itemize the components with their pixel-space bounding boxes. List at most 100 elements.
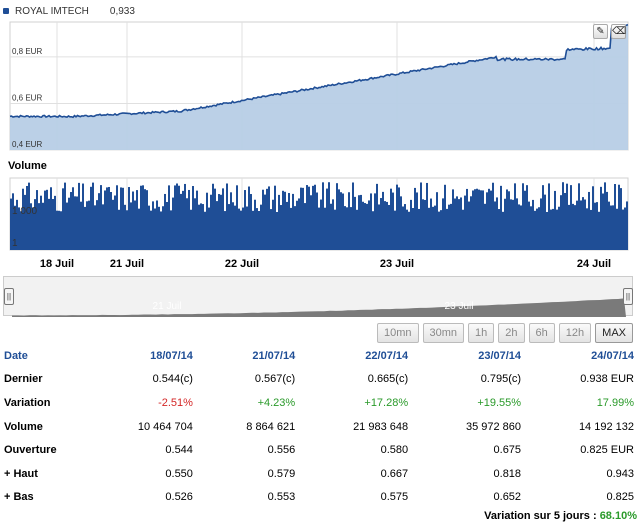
volume-bar (584, 199, 586, 250)
table-cell: +4.23% (257, 396, 296, 409)
volume-bar (408, 211, 410, 250)
pencil-icon[interactable]: ✎ (593, 24, 608, 39)
range-2h-button[interactable]: 2h (498, 323, 525, 343)
eraser-icon[interactable]: ⌫ (611, 24, 627, 39)
volume-bar (396, 184, 398, 250)
volume-bar (598, 211, 600, 250)
volume-bar (252, 210, 254, 250)
table-cell: 0.665(c) (367, 373, 409, 386)
navigator[interactable]: 21 Juil 23 Juil || || (3, 276, 633, 317)
volume-bar (18, 207, 20, 250)
volume-bar (626, 201, 628, 250)
volume-bar (406, 209, 408, 250)
row-label: + Haut (4, 467, 38, 480)
table-cell: 0.675 (493, 444, 522, 457)
volume-bar (622, 209, 624, 250)
range-6h-button[interactable]: 6h (528, 323, 555, 343)
volume-bar (32, 207, 34, 250)
volume-bar (336, 183, 338, 250)
table-cell: 10 464 704 (137, 420, 193, 433)
volume-bar (438, 211, 440, 250)
volume-bar (318, 207, 320, 250)
volume-bar (582, 197, 584, 250)
volume-bar (238, 208, 240, 250)
volume-bar (190, 209, 192, 250)
table-cell: 0.579 (267, 467, 296, 480)
volume-bar (130, 202, 132, 250)
volume-bar (254, 199, 256, 250)
volume-bar (58, 210, 60, 250)
table-cell: 21 983 648 (353, 420, 409, 433)
volume-bar (152, 201, 154, 250)
volume-bar (316, 192, 318, 250)
axis-layer: 0,4 EUR 0,6 EUR 0,8 EUR 1 000 1 (12, 47, 42, 249)
volume-bar (472, 190, 474, 250)
volume-bar (108, 186, 110, 250)
table-cell: 0.825 EUR (580, 444, 634, 457)
navigator-right-handle[interactable]: || (623, 288, 633, 305)
volume-bar (394, 210, 396, 250)
range-max-button[interactable]: MAX (595, 323, 633, 343)
navigator-label-23: 23 Juil (444, 301, 474, 312)
price-tick-label: 0,6 EUR (12, 93, 42, 102)
table-row-bas: + Bas 0.526 0.553 0.575 0.652 0.825 (0, 486, 640, 510)
table-cell: 14 192 132 (578, 420, 634, 433)
volume-bar (104, 190, 106, 250)
volume-bar (28, 182, 30, 250)
table-cell: +17.28% (364, 396, 409, 409)
stats-table: Date 18/07/14 21/07/14 22/07/14 23/07/14… (0, 344, 640, 509)
volume-bar (118, 209, 120, 250)
range-10mn-button[interactable]: 10mn (376, 323, 419, 343)
volume-bar (330, 203, 332, 250)
volume-bar (272, 199, 274, 250)
table-row-variation: Variation -2.51% +4.23% +17.28% +19.55% … (0, 391, 640, 415)
volume-bar (46, 189, 48, 250)
volume-bar (474, 189, 476, 250)
volume-bar (544, 194, 546, 250)
range-1h-button[interactable]: 1h (468, 323, 495, 343)
volume-bar (328, 182, 330, 250)
volume-bar (138, 208, 140, 250)
volume-bar (556, 209, 558, 250)
volume-bar (286, 201, 288, 250)
volume-bar (602, 193, 604, 250)
volume-bar (266, 188, 268, 250)
volume-bar (228, 204, 230, 250)
volume-bar (26, 185, 28, 250)
volume-bar (600, 186, 602, 250)
volume-bar (144, 189, 146, 250)
navigator-left-handle[interactable]: || (4, 288, 14, 305)
volume-bar (218, 194, 220, 250)
volume-bar (378, 204, 380, 250)
volume-bar (332, 199, 334, 250)
range-30mn-button[interactable]: 30mn (422, 323, 465, 343)
volume-bar (62, 188, 64, 250)
five-day-variation-value: 68.10% (599, 510, 637, 522)
date-label-23: 23 Juil (379, 258, 415, 270)
range-12h-button[interactable]: 12h (558, 323, 592, 343)
volume-bar (136, 190, 138, 250)
volume-bar (100, 185, 102, 250)
volume-bar (10, 198, 12, 250)
volume-bar (244, 190, 246, 250)
volume-bar (420, 182, 422, 250)
volume-bar (220, 194, 222, 250)
volume-bar (170, 210, 172, 250)
volume-bar (110, 192, 112, 250)
volume-bar (470, 196, 472, 250)
volume-bar (34, 199, 36, 250)
volume-bar (384, 201, 386, 250)
volume-bar (568, 204, 570, 250)
volume-bar (24, 194, 26, 250)
volume-bar (356, 209, 358, 250)
volume-bar (204, 211, 206, 250)
volume-bar (422, 199, 424, 250)
volume-bar (180, 193, 182, 250)
volume-bar (60, 211, 62, 250)
volume-bar (536, 208, 538, 250)
volume-bar (342, 193, 344, 250)
volume-bar (588, 191, 590, 250)
column-header: 23/07/14 (478, 349, 522, 362)
table-row-dernier: Dernier 0.544(c) 0.567(c) 0.665(c) 0.795… (0, 368, 640, 392)
volume-bar (374, 193, 376, 250)
